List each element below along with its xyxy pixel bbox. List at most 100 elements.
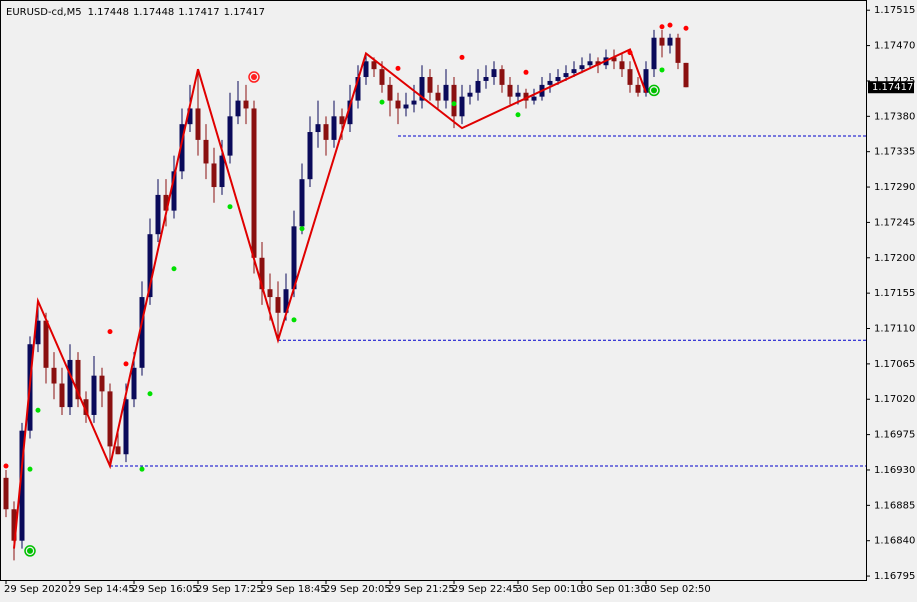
candle-body	[555, 77, 561, 81]
candle-body	[523, 92, 529, 101]
down-fractals	[291, 317, 297, 323]
down-fractals	[227, 204, 233, 210]
y-tick-label: 1.17065	[874, 359, 915, 370]
signal-marker	[648, 84, 660, 97]
chart-title: EURUSD-cd,M5 1.17448 1.17448 1.17417 1.17417	[6, 7, 265, 18]
y-tick-label: 1.17245	[874, 217, 915, 228]
candle-body	[571, 69, 577, 74]
candle-body	[395, 100, 401, 109]
down-fractals	[379, 99, 385, 105]
x-tick-label: 29 Sep 14:45	[68, 584, 135, 595]
candle-body	[547, 80, 553, 85]
candle-body	[499, 69, 505, 85]
candle-body	[219, 155, 225, 188]
candle-body	[51, 367, 57, 384]
candle-body	[203, 139, 209, 164]
y-tick-label: 1.17380	[874, 111, 915, 122]
down-fractals	[147, 391, 153, 397]
signal-dot	[27, 547, 33, 554]
candle-body	[139, 297, 145, 368]
candle-body	[651, 37, 657, 70]
up-fractals	[523, 69, 529, 75]
candle-body	[579, 65, 585, 70]
up-fractals	[659, 24, 665, 30]
y-tick-label: 1.16975	[874, 430, 915, 441]
down-fractals	[299, 226, 305, 232]
candle-body	[19, 430, 25, 541]
y-tick-label: 1.17155	[874, 288, 915, 299]
candle-body	[635, 84, 641, 93]
candle-body	[323, 124, 329, 140]
up-fractals	[683, 25, 689, 31]
up-fractals	[459, 54, 465, 60]
high: 1.17448	[133, 7, 174, 18]
candle-body	[187, 108, 193, 125]
signal-dot	[251, 74, 257, 81]
candle-body	[75, 359, 81, 400]
candle-body	[35, 320, 41, 345]
candle-body	[59, 383, 65, 408]
candle-body	[515, 92, 521, 97]
candle-body	[243, 100, 249, 109]
y-tick-label: 1.17290	[874, 182, 915, 193]
signal-marker	[24, 545, 36, 557]
y-tick-label: 1.17110	[874, 324, 915, 335]
candle-body	[451, 84, 457, 117]
candle-body	[595, 61, 601, 66]
down-fractals	[515, 112, 521, 118]
y-tick-label: 1.16840	[874, 536, 915, 547]
candle-body	[195, 108, 201, 140]
candle-body	[379, 69, 385, 85]
candle-body	[147, 234, 153, 298]
candle-body	[619, 61, 625, 70]
candle-body	[275, 297, 281, 313]
candle-body	[123, 399, 129, 455]
candle-body	[347, 100, 353, 125]
candle-body	[643, 69, 649, 93]
candle-body	[587, 61, 593, 66]
close: 1.17417	[224, 7, 265, 18]
down-fractals	[659, 67, 665, 73]
candle-body	[459, 96, 465, 117]
candle-body	[427, 77, 433, 93]
candle-body	[475, 80, 481, 93]
candle-body	[675, 37, 681, 63]
candle-body	[315, 124, 321, 133]
y-tick-label: 1.17515	[874, 5, 915, 16]
y-tick-label: 1.17200	[874, 253, 915, 264]
up-fractals	[107, 329, 113, 335]
candle-body	[43, 320, 49, 368]
candle-body	[107, 391, 113, 447]
down-fractals	[35, 407, 41, 413]
x-tick-label: 30 Sep 00:10	[516, 584, 583, 595]
candle-body	[467, 92, 473, 97]
up-fractals	[627, 50, 633, 56]
plot-frame	[0, 0, 867, 581]
candle-body	[435, 92, 441, 101]
candle-body	[371, 61, 377, 70]
candle-body	[179, 124, 185, 172]
candle-body	[299, 179, 305, 227]
up-fractals	[667, 22, 673, 28]
x-tick-label: 30 Sep 01:30	[580, 584, 647, 595]
candle-body	[83, 399, 89, 415]
symbol: EURUSD-cd,M5	[6, 7, 82, 18]
x-tick-label: 30 Sep 02:50	[644, 584, 711, 595]
candle-body	[563, 73, 569, 78]
x-tick-label: 29 Sep 17:25	[196, 584, 263, 595]
current-price-label: 1.17417	[872, 82, 913, 93]
candle-body	[291, 226, 297, 290]
x-tick-label: 29 Sep 21:25	[388, 584, 455, 595]
zigzag-line	[13, 48, 647, 549]
candle-body	[251, 108, 257, 258]
candle-body	[387, 84, 393, 101]
candle-body	[91, 375, 97, 415]
x-tick-label: 29 Sep 22:45	[452, 584, 519, 595]
candle-body	[99, 375, 105, 392]
signal-dot	[651, 87, 657, 94]
candle-body	[411, 100, 417, 105]
candle-body	[683, 62, 689, 88]
candle-body	[227, 116, 233, 156]
